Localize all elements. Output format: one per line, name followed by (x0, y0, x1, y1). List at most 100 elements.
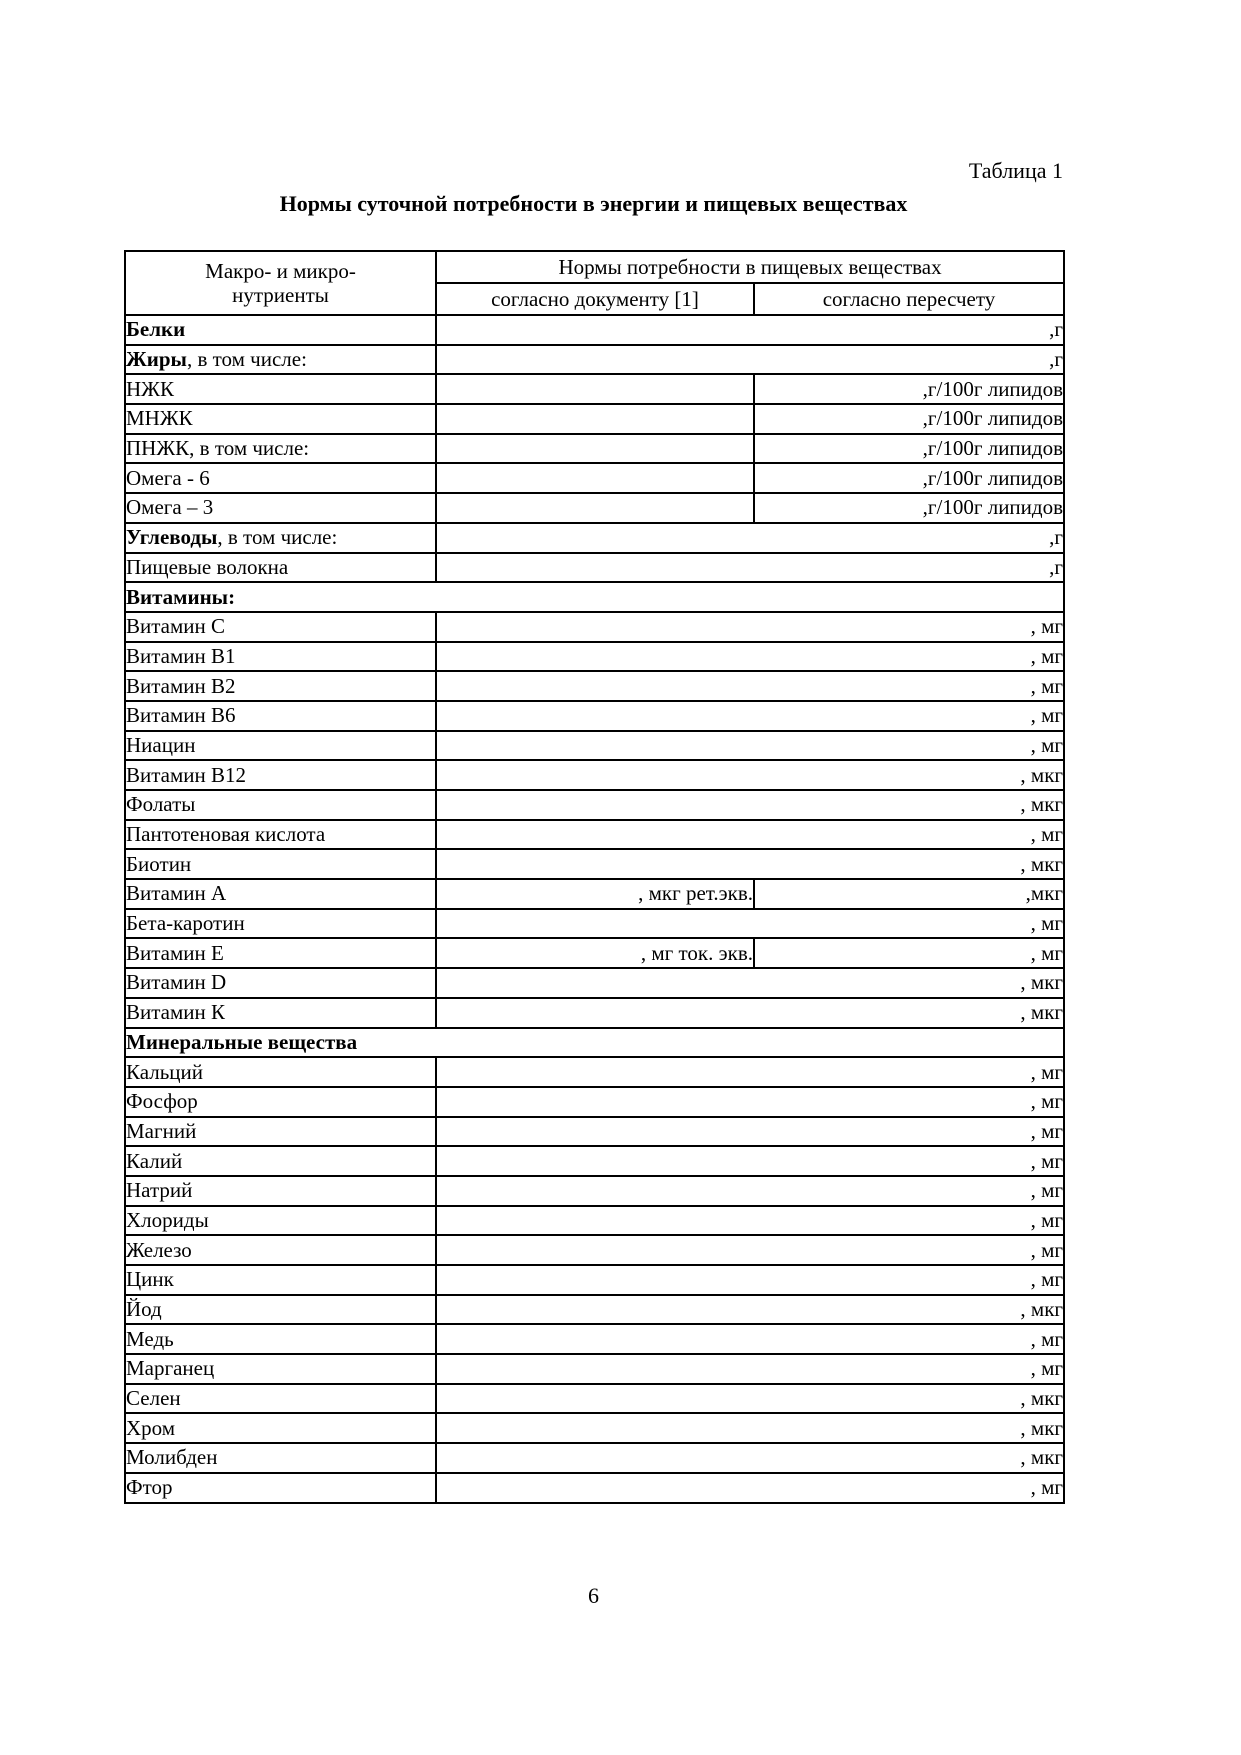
row-unit-recalculated: , мг (752, 937, 1066, 970)
row-label: Бета-каротин (124, 907, 437, 940)
table-row: Марганец, мг (124, 1353, 1066, 1385)
row-label: Витамин В6 (124, 699, 437, 732)
row-label: Натрий (124, 1174, 437, 1207)
row-unit: , мг (434, 610, 1066, 643)
row-label: ПНЖК, в том числе: (124, 432, 437, 465)
header-nutrients-line1: Макро- и микро- (205, 258, 356, 283)
row-unit-per-document (435, 492, 755, 524)
row-unit: , мг (434, 1056, 1066, 1088)
row-unit: , мкг (434, 759, 1066, 791)
table-row: Калий, мг (124, 1145, 1066, 1177)
row-label: МНЖК (124, 403, 437, 435)
table-row: Витамин D, мкг (124, 967, 1066, 999)
table-row: Бета-каротин, мг (124, 907, 1066, 940)
row-label: Хром (124, 1412, 437, 1445)
table-row: Кальций, мг (124, 1056, 1066, 1088)
nutrients-table: Макро- и микро- нутриенты Нормы потребно… (123, 250, 1066, 1504)
row-label: Кальций (124, 1056, 437, 1088)
header-cell-recalculated: согласно пересчету (752, 282, 1066, 316)
table-row: Витамин К, мкг (124, 996, 1066, 1029)
row-label: Пантотеновая кислота (124, 818, 437, 851)
table-row: Фолаты, мкг (124, 789, 1066, 821)
table-row: Хлориды, мг (124, 1204, 1066, 1237)
table-row: МНЖК ,г/100г липидов (124, 403, 1066, 435)
row-unit-recalculated: ,г/100г липидов (752, 373, 1066, 406)
row-unit: , мг (434, 907, 1066, 940)
row-label: Омега – 3 (124, 492, 437, 524)
header-nutrients-line2: нутриенты (232, 283, 329, 307)
row-unit-recalculated: ,мкг (752, 878, 1066, 910)
row-unit: , мкг (434, 1382, 1066, 1415)
table-row: Молибден, мкг (124, 1442, 1066, 1474)
row-label: Пищевые волокна (124, 551, 437, 584)
row-label: Марганец (124, 1353, 437, 1385)
row-unit: , мг (434, 1145, 1066, 1177)
section-row: Минеральные вещества (123, 1026, 1066, 1059)
table-row: Селен, мкг (124, 1382, 1066, 1415)
row-unit: ,г (434, 314, 1066, 346)
header-cell-nutrients: Макро- и микро- нутриенты (124, 250, 437, 316)
row-label: Калий (124, 1145, 437, 1177)
table-row: Пищевые волокна ,г (124, 551, 1066, 584)
table-row: Витамин В12, мкг (124, 759, 1066, 791)
table-row: Магний, мг (124, 1115, 1066, 1148)
row-label: Фтор (124, 1471, 437, 1504)
row-unit: , мг (434, 1174, 1066, 1207)
row-label: Ниацин (124, 729, 437, 762)
table-row: Ниацин, мг (124, 729, 1066, 762)
row-unit: , мкг (434, 1293, 1066, 1326)
row-label: Витамин D (124, 967, 437, 999)
row-unit: , мкг (434, 1412, 1066, 1445)
row-unit-per-document (435, 373, 755, 406)
row-unit-per-document (435, 432, 755, 465)
row-label: Углеводы, в том числе: (124, 521, 437, 554)
row-unit-recalculated: ,г/100г липидов (752, 432, 1066, 465)
table-row: Жиры, в том числе: ,г (124, 343, 1066, 376)
table-row: Витамин В6, мг (124, 699, 1066, 732)
table-row: Омега - 6 ,г/100г липидов (124, 462, 1066, 495)
table-row: Цинк, мг (124, 1264, 1066, 1296)
row-unit: , мг (434, 818, 1066, 851)
table-caption: Таблица 1 (968, 158, 1063, 183)
row-label: НЖК (124, 373, 437, 406)
row-label: Железо (124, 1234, 437, 1266)
row-label: Жиры, в том числе: (124, 343, 437, 376)
table-row: Витамин Е, мг ток. экв., мг (124, 937, 1066, 970)
table-row: Хром, мкг (124, 1412, 1066, 1445)
row-label: Витамин В12 (124, 759, 437, 791)
table-row: Медь, мг (124, 1323, 1066, 1356)
table-row: ПНЖК, в том числе: ,г/100г липидов (124, 432, 1066, 465)
row-label: Витамин В2 (124, 670, 437, 702)
row-unit: , мг (434, 699, 1066, 732)
table-row: Витамин В2, мг (124, 670, 1066, 702)
table-row: Фтор, мг (124, 1471, 1066, 1504)
row-unit-recalculated: ,г/100г липидов (752, 492, 1066, 524)
table-row: Фосфор, мг (124, 1085, 1066, 1118)
table-row: Витамин А, мкг рет.экв. ,мкг (124, 878, 1066, 910)
row-label: Йод (124, 1293, 437, 1326)
row-label: Витамин К (124, 996, 437, 1029)
row-label: Цинк (124, 1264, 437, 1296)
row-unit: , мкг (434, 996, 1066, 1029)
row-unit-per-document: , мкг рет.экв. (435, 878, 755, 910)
row-unit: , мг (434, 729, 1066, 762)
row-label: Молибден (124, 1442, 437, 1474)
row-unit: , мг (434, 1204, 1066, 1237)
row-unit-recalculated: ,г/100г липидов (752, 403, 1066, 435)
table-row: Железо, мг (124, 1234, 1066, 1266)
row-unit: ,г (434, 521, 1066, 554)
header-row-group: Макро- и микро- нутриенты Нормы потребно… (124, 250, 1066, 316)
table-row: Биотин, мкг (124, 848, 1066, 881)
table-row: Йод, мкг (124, 1293, 1066, 1326)
row-unit-recalculated: ,г/100г липидов (752, 462, 1066, 495)
section-label: Минеральные вещества (123, 1026, 1066, 1059)
row-unit: , мг (434, 1115, 1066, 1148)
row-label: Медь (124, 1323, 437, 1356)
header-row-sub: согласно документу [1] согласно пересчет… (125, 282, 1066, 316)
row-label: Белки (124, 314, 437, 346)
page-title: Нормы суточной потребности в энергии и п… (279, 191, 908, 216)
row-label: Витамин С (124, 610, 437, 643)
header-cell-per-document: согласно документу [1] (435, 282, 755, 316)
table-row: Витамин С, мг (124, 610, 1066, 643)
section-label: Витамины: (123, 581, 1066, 613)
